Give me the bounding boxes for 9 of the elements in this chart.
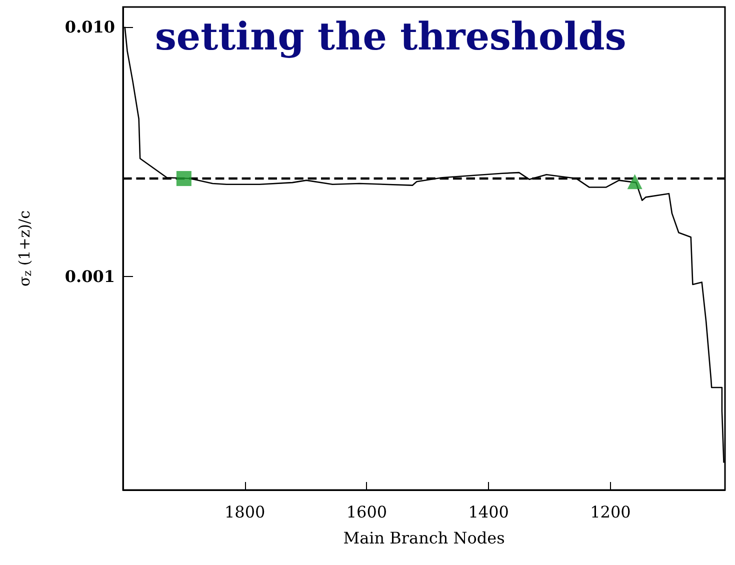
x-tick-label: 1400: [468, 502, 509, 522]
x-axis-title: Main Branch Nodes: [343, 528, 505, 548]
x-tick-label: 1200: [590, 502, 631, 522]
x-tick-label: 1600: [346, 502, 388, 522]
y-tick-label: 0.001: [64, 267, 115, 286]
x-tick-label: 1800: [224, 502, 266, 522]
y-tick-label: 0.010: [64, 17, 115, 36]
chart-title: setting the thresholds: [155, 14, 626, 58]
y-axis-title: σz (1+z)/c: [16, 210, 34, 286]
